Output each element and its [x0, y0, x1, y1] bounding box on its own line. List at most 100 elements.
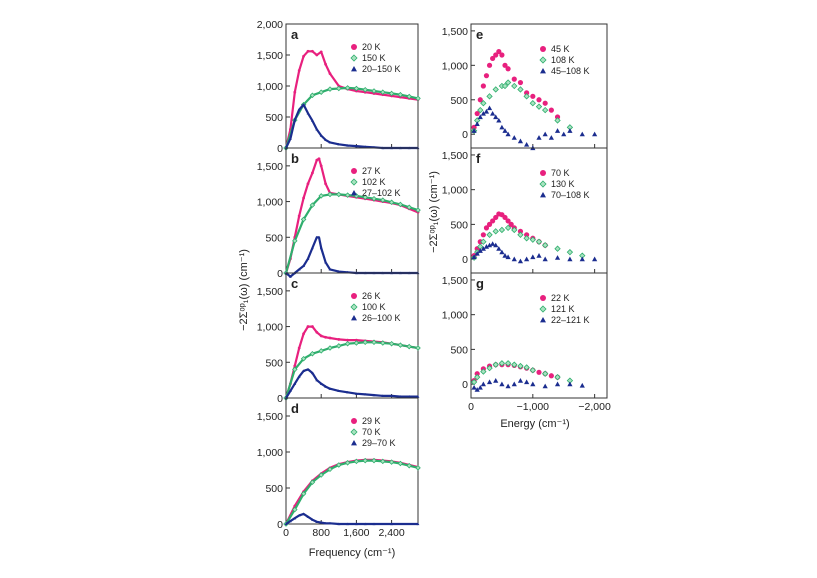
series-1 — [470, 360, 574, 386]
data-point — [474, 387, 480, 392]
y-tick-label: 2,000 — [257, 19, 283, 31]
data-point — [530, 381, 536, 387]
data-point — [492, 361, 499, 368]
data-point — [566, 249, 574, 256]
data-point — [508, 221, 514, 227]
series-2 — [471, 241, 598, 264]
data-point — [517, 86, 524, 93]
series-1 — [283, 457, 421, 527]
data-point — [511, 226, 518, 234]
data-point — [306, 515, 310, 518]
data-point — [362, 457, 368, 464]
data-point — [406, 93, 412, 100]
data-point — [380, 458, 386, 465]
panel-frame — [285, 147, 419, 274]
panel-letter: c — [291, 276, 298, 291]
legend-marker — [540, 46, 546, 52]
data-point — [529, 100, 536, 107]
legend-label: 26 K — [362, 291, 381, 301]
data-point — [318, 193, 324, 199]
data-point — [397, 91, 404, 98]
data-point — [524, 256, 530, 262]
panel-frame — [470, 272, 608, 399]
data-point — [579, 382, 585, 388]
data-point — [306, 111, 310, 115]
data-point — [499, 124, 505, 130]
legend-label: 108 K — [551, 55, 575, 65]
data-point — [302, 512, 305, 516]
legend-marker — [351, 66, 357, 72]
data-point — [328, 141, 332, 144]
x-tick-label: −1,000 — [517, 401, 550, 413]
data-point — [471, 254, 477, 260]
data-point — [483, 244, 490, 249]
data-point — [300, 355, 307, 362]
data-point — [309, 202, 316, 208]
data-point — [336, 343, 342, 349]
legend-marker — [350, 54, 358, 62]
data-point — [327, 191, 333, 198]
series-line — [284, 193, 419, 274]
data-point — [505, 66, 511, 72]
data-point — [293, 90, 297, 94]
x-tick-label: 0 — [468, 401, 474, 413]
data-point — [311, 119, 314, 122]
y-tick-label: 500 — [265, 232, 283, 244]
y-tick-label: 0 — [277, 519, 283, 531]
legend-marker — [539, 305, 547, 313]
data-point — [406, 462, 412, 469]
data-point — [309, 479, 316, 486]
panel-frame — [285, 23, 419, 149]
y-tick-label: 0 — [277, 393, 283, 405]
legend-marker — [351, 293, 357, 299]
data-point — [319, 50, 323, 54]
x-tick-label: −2,000 — [578, 401, 611, 413]
data-point — [492, 86, 499, 93]
data-point — [324, 260, 327, 264]
data-point — [490, 241, 496, 246]
y-tick-label: 1,500 — [257, 411, 283, 423]
data-point — [297, 346, 301, 350]
data-point — [529, 367, 536, 374]
y-tick-label: 500 — [450, 344, 468, 356]
data-point — [324, 62, 327, 66]
data-point — [486, 231, 493, 238]
data-point — [306, 49, 310, 53]
data-point — [554, 255, 561, 260]
data-point — [324, 138, 327, 142]
data-point — [300, 216, 307, 223]
y-tick-label: 1,500 — [442, 150, 468, 162]
data-point — [406, 204, 412, 211]
data-point — [318, 89, 324, 95]
legend-marker — [540, 192, 546, 198]
data-point — [337, 389, 341, 392]
data-point — [324, 182, 327, 186]
data-point — [471, 124, 477, 130]
legend-marker — [350, 178, 358, 186]
series-1 — [283, 85, 421, 151]
series-1 — [283, 191, 421, 276]
data-point — [498, 360, 506, 367]
data-point — [517, 138, 524, 144]
y-tick-label: 1,000 — [442, 310, 468, 322]
series-2 — [284, 368, 420, 400]
legend-label: 27–102 K — [362, 188, 401, 198]
data-point — [292, 238, 298, 244]
y-tick-label: 0 — [462, 379, 468, 391]
data-point — [561, 131, 567, 137]
legend-marker — [351, 440, 357, 446]
series-line — [285, 459, 419, 525]
panel-frame — [470, 23, 608, 149]
panel-letter: b — [291, 151, 299, 166]
data-point — [302, 54, 305, 58]
data-point — [536, 135, 542, 140]
left-y-axis-label: −2Σᵒᵖ₁(ω) (cm⁻¹) — [238, 249, 250, 331]
legend-marker — [540, 295, 546, 301]
data-point — [548, 107, 554, 113]
data-point — [318, 472, 324, 478]
data-point — [499, 381, 505, 387]
x-tick-label: 800 — [312, 527, 330, 539]
legend-label: 22 K — [551, 293, 570, 303]
data-point — [486, 105, 493, 111]
